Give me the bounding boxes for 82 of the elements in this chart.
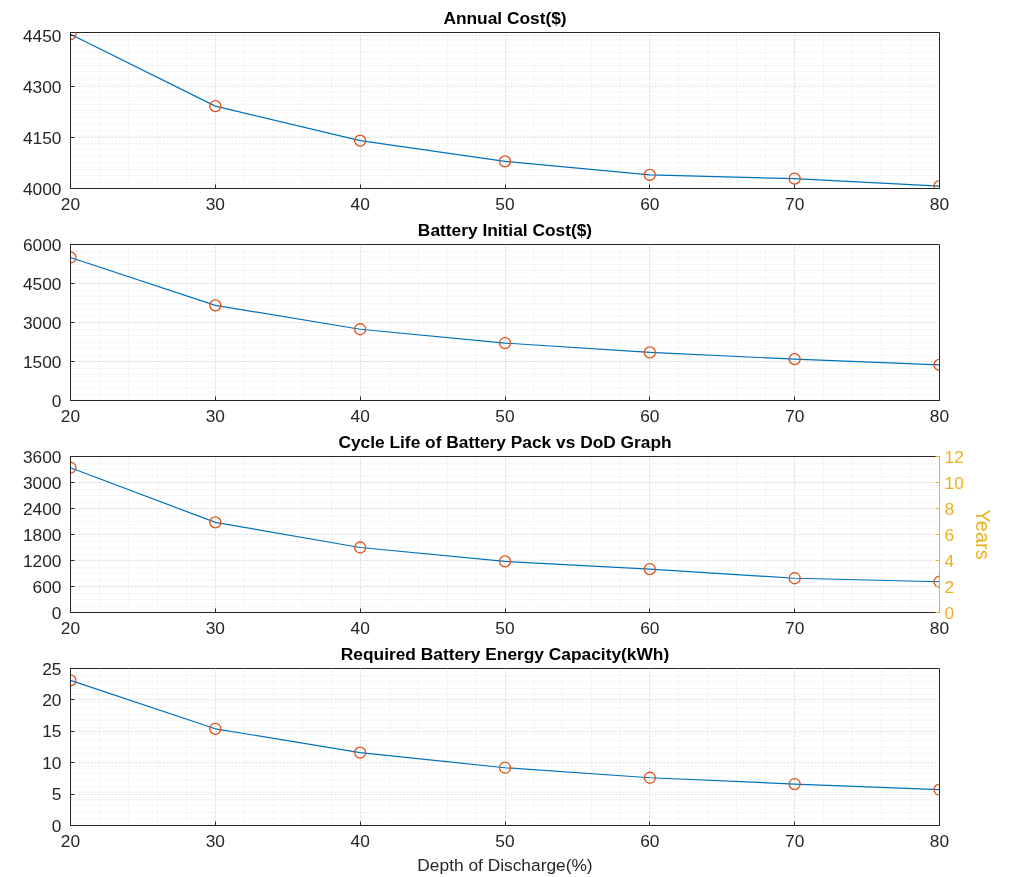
point (498, 555, 512, 568)
x-tick-label: 80 (929, 193, 950, 214)
y2-axis-title: Years (971, 509, 994, 560)
y-tick-label: 3600 (22, 446, 62, 467)
y2-tick-label: 10 (944, 472, 964, 493)
x-tick-label: 70 (785, 405, 805, 426)
y-tick-label: 10 (42, 752, 62, 773)
y2-tick-label: 2 (944, 576, 955, 597)
x-tick-label: 50 (495, 405, 515, 426)
x-tick-label: 30 (205, 193, 225, 214)
x-tick-label: 50 (495, 830, 515, 851)
x-tick-label: 50 (495, 193, 515, 214)
x-axis-title: Depth of Discharge(%) (417, 854, 593, 875)
y-tick-label: 4150 (22, 127, 62, 148)
chart-title: Annual Cost($) (443, 7, 567, 28)
point (498, 761, 512, 774)
y-tick-label: 1200 (22, 550, 62, 571)
y2-tick-label: 4 (944, 550, 955, 571)
x-tick-label: 70 (785, 617, 805, 638)
line-series (70, 33, 940, 187)
point (643, 563, 656, 576)
y-tick-label: 1800 (22, 524, 62, 545)
x-tick-label: 70 (785, 193, 805, 214)
y-tick-label: 0 (51, 602, 62, 623)
y-tick-label: 2400 (22, 498, 62, 519)
x-tick-label: 80 (929, 830, 950, 851)
y-tick-label: 4000 (22, 178, 62, 199)
line-series (70, 467, 940, 583)
x-tick-label: 50 (495, 617, 515, 638)
y-tick-label: 3000 (22, 472, 62, 493)
point (788, 172, 801, 185)
y2-tick-label: 0 (944, 602, 955, 623)
y-tick-label: 20 (42, 689, 62, 710)
point (643, 168, 656, 182)
point (788, 353, 801, 366)
point (354, 323, 367, 336)
x-tick-label: 30 (205, 830, 225, 851)
x-tick-label: 60 (640, 405, 660, 426)
point (643, 346, 656, 359)
x-tick-label: 60 (640, 830, 660, 851)
x-tick-label: 60 (640, 193, 660, 214)
chart-title: Battery Initial Cost($) (417, 219, 593, 240)
y2-tick-label: 8 (944, 498, 955, 519)
y2-tick-label: 12 (944, 446, 964, 467)
x-tick-label: 60 (640, 617, 660, 638)
y-tick-label: 4300 (22, 76, 62, 97)
y-tick-label: 1500 (22, 351, 62, 372)
x-tick-label: 40 (350, 830, 370, 851)
chart-title: Cycle Life of Battery Pack vs DoD Graph (338, 431, 672, 452)
point (643, 771, 656, 784)
point (354, 134, 367, 147)
point (354, 541, 367, 554)
x-tick-label: 70 (785, 830, 805, 851)
line-series (70, 679, 940, 791)
point (209, 516, 222, 529)
point (209, 299, 222, 312)
y-tick-label: 6000 (22, 234, 62, 255)
x-tick-label: 30 (205, 617, 225, 638)
x-tick-label: 40 (350, 193, 370, 214)
point (498, 155, 512, 168)
y2-tick-label: 6 (944, 524, 955, 545)
point (354, 746, 367, 759)
y-tick-label: 0 (51, 815, 62, 836)
y-tick-label: 5 (51, 784, 62, 805)
y-tick-label: 4450 (22, 25, 62, 46)
point (209, 722, 222, 735)
x-tick-label: 40 (350, 405, 370, 426)
x-tick-label: 30 (205, 405, 225, 426)
x-tick-label: 80 (929, 405, 950, 426)
y-tick-label: 4500 (22, 273, 62, 294)
y-tick-label: 3000 (22, 312, 62, 333)
point (209, 99, 222, 113)
y-tick-label: 15 (42, 721, 62, 742)
y-tick-label: 0 (51, 390, 62, 411)
chart-title: Required Battery Energy Capacity(kWh) (340, 643, 670, 664)
point (498, 336, 512, 350)
point (788, 777, 801, 791)
y-tick-label: 600 (32, 576, 62, 597)
y-tick-label: 25 (42, 658, 62, 679)
line-series (70, 256, 940, 366)
point (788, 572, 801, 585)
x-tick-label: 40 (350, 617, 370, 638)
